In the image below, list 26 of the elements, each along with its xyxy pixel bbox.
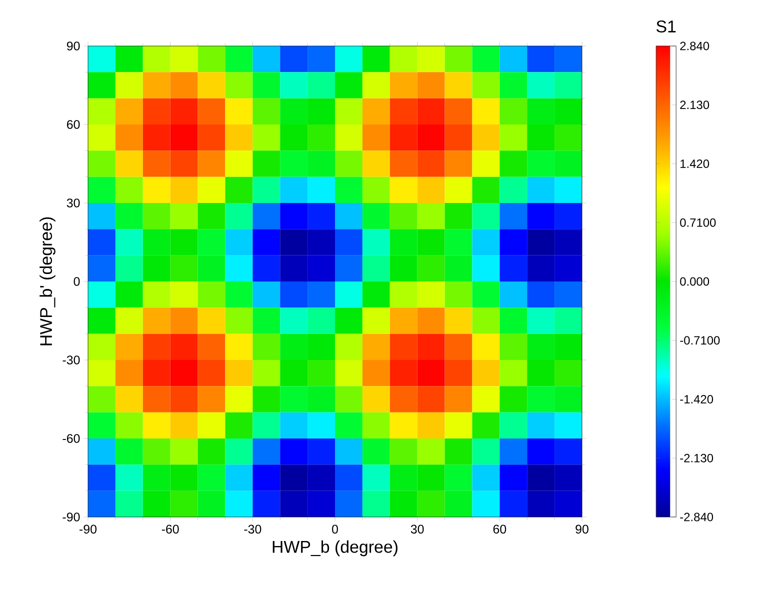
y-tick-label: 90 <box>66 42 80 50</box>
y-tick-label: -90 <box>62 512 80 522</box>
color-bar-title: S1 <box>656 20 676 32</box>
color-bar-label: 0.7100 <box>680 218 716 227</box>
y-tick-label: -30 <box>62 356 80 364</box>
x-tick-label: -90 <box>80 524 97 534</box>
x-tick-label: 30 <box>410 524 424 534</box>
x-tick-label: 90 <box>576 524 588 534</box>
y-tick-label: 60 <box>67 120 80 129</box>
color-bar-label: 0.000 <box>680 277 710 286</box>
x-axis-title: HWP_b (degree) <box>272 540 398 556</box>
color-bar-label: -1.420 <box>680 395 714 404</box>
color-bar-label: -2.130 <box>680 454 714 462</box>
color-bar-label: -0.7100 <box>680 336 720 345</box>
color-bar-label: -2.840 <box>680 512 714 522</box>
x-tick-label: 60 <box>493 524 506 534</box>
color-bar-label: 2.130 <box>680 100 710 110</box>
y-tick-label: 0 <box>74 277 80 286</box>
color-bar-label: 2.840 <box>680 42 710 50</box>
y-axis-title: HWP_b' (degree) <box>40 217 56 346</box>
y-tick-label: -60 <box>62 434 80 443</box>
color-bar-label: 1.420 <box>680 160 710 168</box>
x-tick-label: -60 <box>162 524 179 534</box>
x-tick-label: -30 <box>244 524 262 534</box>
x-tick-label: 0 <box>332 524 338 534</box>
y-tick-label: 30 <box>66 198 80 208</box>
